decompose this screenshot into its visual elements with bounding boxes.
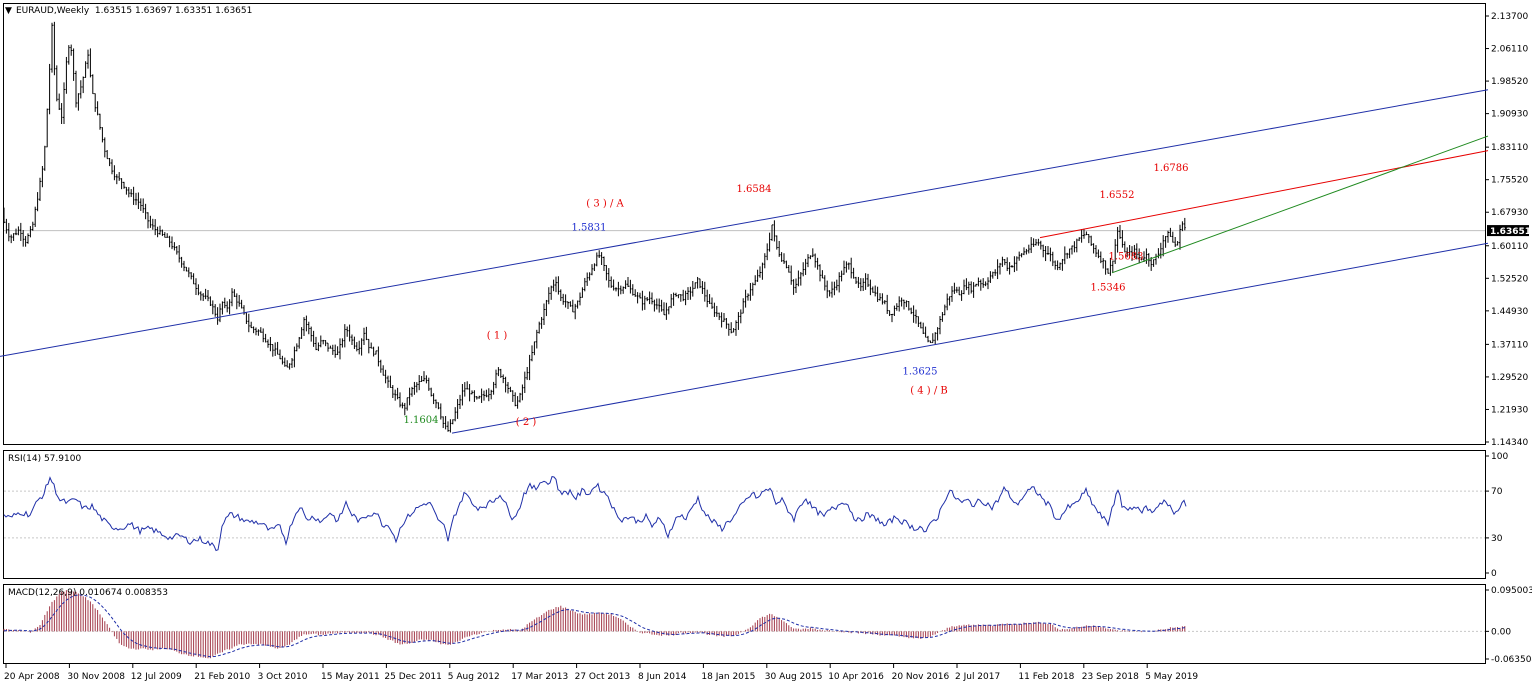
chart-menu-icon[interactable]: ▼ bbox=[5, 6, 12, 16]
wave-label: 1.6584 bbox=[737, 184, 772, 195]
green-support-line bbox=[1111, 135, 1489, 274]
rsi-line bbox=[3, 476, 1187, 552]
rsi-panel-title: RSI(14) 57.9100 bbox=[8, 454, 81, 464]
price-ytick-label: 1.83110 bbox=[1491, 143, 1528, 153]
xtick-label: 17 Mar 2013 bbox=[511, 672, 568, 682]
xtick-label: 21 Feb 2010 bbox=[194, 672, 250, 682]
xtick-label: 30 Nov 2008 bbox=[67, 672, 125, 682]
wave-label: ( 3 ) / A bbox=[586, 198, 624, 209]
rsi-ytick-label: 100 bbox=[1491, 452, 1508, 462]
xtick-label: 18 Jan 2015 bbox=[701, 672, 755, 682]
xtick-label: 12 Jul 2009 bbox=[131, 672, 182, 682]
xtick-label: 10 Apr 2016 bbox=[828, 672, 884, 682]
xtick-label: 5 Aug 2012 bbox=[448, 672, 500, 682]
price-ytick-label: 1.67930 bbox=[1491, 208, 1528, 218]
xtick-label: 25 Dec 2011 bbox=[384, 672, 442, 682]
rsi-ytick-label: 0 bbox=[1491, 569, 1497, 579]
xtick-label: 8 Jun 2014 bbox=[638, 672, 687, 682]
annotations-layer: 1.6584 ( 3 ) / A 1.5831 ( 1 ) ( 2 ) 1.1604 1.3… bbox=[404, 163, 1189, 428]
current-price-label: 1.63651 bbox=[1490, 227, 1531, 237]
xtick-label: 30 Aug 2015 bbox=[765, 672, 823, 682]
macd-signal-line bbox=[3, 594, 1185, 658]
macd-ytick-label: 0.095003 bbox=[1491, 586, 1532, 596]
rsi-grid bbox=[4, 490, 1485, 539]
price-ytick-label: 1.37110 bbox=[1491, 340, 1528, 350]
xtick-label: 15 May 2011 bbox=[321, 672, 380, 682]
price-ytick-label: 1.90930 bbox=[1491, 110, 1528, 120]
current-price-tag bbox=[1487, 225, 1529, 237]
macd-ytick-label: -0.063504 bbox=[1491, 655, 1532, 665]
wave-label: 1.3625 bbox=[903, 366, 938, 377]
price-ytick-label: 1.21930 bbox=[1491, 405, 1528, 415]
price-ytick-label: 1.52520 bbox=[1491, 274, 1528, 284]
price-ytick-label: 1.29520 bbox=[1491, 373, 1528, 383]
wave-label: ( 1 ) bbox=[487, 330, 508, 341]
wave-label: 1.5831 bbox=[572, 222, 607, 233]
xtick-label: 3 Oct 2010 bbox=[258, 672, 308, 682]
red-resistance-line bbox=[1039, 150, 1489, 239]
macd-histogram-layer bbox=[3, 590, 1186, 659]
xtick-label: 27 Oct 2013 bbox=[575, 672, 631, 682]
candles-layer bbox=[3, 21, 1186, 433]
xtick-label: 2 Jul 2017 bbox=[955, 672, 1000, 682]
xtick-label: 20 Apr 2008 bbox=[4, 672, 60, 682]
macd-panel-frame bbox=[3, 584, 1486, 664]
price-ytick-label: 1.75520 bbox=[1491, 176, 1528, 186]
rsi-panel-frame bbox=[3, 450, 1486, 579]
upper-channel-line bbox=[0, 89, 1489, 357]
macd-panel-title: MACD(12,26,9) 0.010674 0.008353 bbox=[8, 588, 168, 598]
price-ytick-label: 1.60110 bbox=[1491, 242, 1528, 252]
price-panel-frame bbox=[3, 3, 1486, 445]
price-ytick-label: 1.98520 bbox=[1491, 77, 1528, 87]
price-ytick-label: 1.44930 bbox=[1491, 307, 1528, 317]
rsi-line-layer bbox=[3, 476, 1187, 552]
wave-label: ( 4 ) / B bbox=[910, 385, 948, 396]
xtick-label: 11 Feb 2018 bbox=[1018, 672, 1074, 682]
trendlines-layer bbox=[0, 89, 1489, 434]
macd-ytick-label: 0.00 bbox=[1491, 627, 1511, 637]
price-ytick-label: 2.06110 bbox=[1491, 45, 1528, 55]
xtick-label: 23 Sep 2018 bbox=[1082, 672, 1139, 682]
xtick-label: 20 Nov 2016 bbox=[892, 672, 950, 682]
wave-label: 1.5683 bbox=[1109, 252, 1144, 263]
wave-label: ( 2 ) bbox=[516, 417, 537, 428]
lower-channel-line bbox=[451, 242, 1489, 434]
rsi-ytick-label: 70 bbox=[1491, 487, 1503, 497]
wave-label: 1.6552 bbox=[1100, 190, 1135, 201]
xtick-label: 5 May 2019 bbox=[1145, 672, 1198, 682]
wave-label: 1.5346 bbox=[1091, 282, 1126, 293]
wave-label: 1.6786 bbox=[1154, 163, 1189, 174]
axes-layer: 2.13700 2.06110 1.98520 1.90930 1.83110 1.755… bbox=[4, 12, 1532, 682]
price-ytick-label: 1.14340 bbox=[1491, 438, 1528, 448]
rsi-ytick-label: 30 bbox=[1491, 534, 1503, 544]
price-ytick-label: 2.13700 bbox=[1491, 12, 1528, 22]
wave-label: 1.1604 bbox=[404, 415, 439, 426]
price-panel-title: EURAUD,Weekly 1.63515 1.63697 1.63351 1.… bbox=[16, 6, 252, 16]
